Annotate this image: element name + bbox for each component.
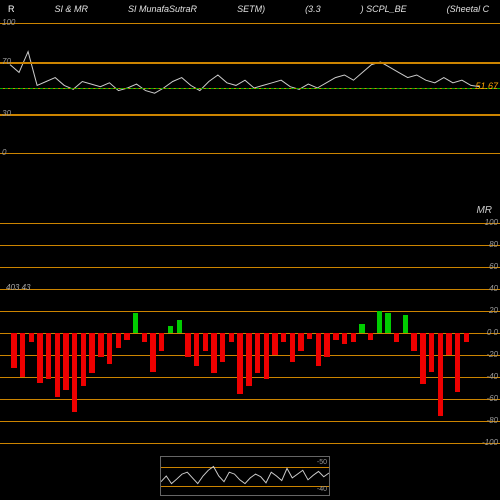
bar bbox=[167, 223, 175, 443]
bar bbox=[436, 223, 444, 443]
bar bbox=[88, 223, 96, 443]
bar bbox=[149, 223, 157, 443]
header-item: SETM) bbox=[237, 4, 265, 14]
header-item: SI MunafaSutraR bbox=[128, 4, 197, 14]
bar bbox=[463, 223, 471, 443]
bar bbox=[419, 223, 427, 443]
rsi-current-value: 51.67 bbox=[475, 81, 498, 91]
mini-line-chart bbox=[161, 457, 329, 495]
mr-panel: MR -100-80-60-40-200 020406080100 403.43 bbox=[0, 223, 500, 443]
bar bbox=[358, 223, 366, 443]
bar bbox=[393, 223, 401, 443]
bar bbox=[45, 223, 53, 443]
axis-tick-label: 0 bbox=[2, 148, 6, 157]
header-item: (Sheetal C bbox=[447, 4, 490, 14]
bar bbox=[219, 223, 227, 443]
bar bbox=[289, 223, 297, 443]
axis-tick-label: -100 bbox=[482, 438, 498, 447]
bar bbox=[201, 223, 209, 443]
header-item: ) SCPL_BE bbox=[361, 4, 407, 14]
bar bbox=[306, 223, 314, 443]
bar bbox=[376, 223, 384, 443]
bar bbox=[27, 223, 35, 443]
bar bbox=[132, 223, 140, 443]
axis-tick-label: -20 bbox=[486, 350, 498, 359]
mr-label: MR bbox=[476, 205, 492, 216]
axis-tick-label: -80 bbox=[486, 416, 498, 425]
bar bbox=[384, 223, 392, 443]
bar bbox=[445, 223, 453, 443]
axis-tick-label: 30 bbox=[2, 109, 11, 118]
bar bbox=[193, 223, 201, 443]
bar bbox=[71, 223, 79, 443]
axis-tick-label: -60 bbox=[486, 394, 498, 403]
bar bbox=[262, 223, 270, 443]
bar bbox=[428, 223, 436, 443]
bar bbox=[297, 223, 305, 443]
bar bbox=[175, 223, 183, 443]
bar bbox=[97, 223, 105, 443]
axis-tick-label: 80 bbox=[489, 240, 498, 249]
axis-tick-label: 40 bbox=[489, 284, 498, 293]
axis-tick-label: 100 bbox=[485, 218, 498, 227]
axis-tick-label: 20 bbox=[489, 306, 498, 315]
axis-tick-label: 100 bbox=[2, 18, 15, 27]
bar bbox=[158, 223, 166, 443]
bar bbox=[62, 223, 70, 443]
bar bbox=[228, 223, 236, 443]
mini-chart: -50 -40 bbox=[160, 456, 330, 496]
header-item: R bbox=[8, 4, 15, 14]
bar bbox=[36, 223, 44, 443]
rsi-panel: 03070100 51.67 bbox=[0, 23, 500, 153]
bar bbox=[410, 223, 418, 443]
bar bbox=[54, 223, 62, 443]
bar bbox=[367, 223, 375, 443]
bar bbox=[332, 223, 340, 443]
bar bbox=[349, 223, 357, 443]
bar bbox=[114, 223, 122, 443]
axis-tick-label: 70 bbox=[2, 57, 11, 66]
bar bbox=[402, 223, 410, 443]
axis-tick-label: -40 bbox=[486, 372, 498, 381]
axis-tick-label: 0 0 bbox=[487, 328, 498, 337]
bar bbox=[123, 223, 131, 443]
bar bbox=[271, 223, 279, 443]
bar bbox=[184, 223, 192, 443]
bar bbox=[341, 223, 349, 443]
header-item: SI & MR bbox=[55, 4, 89, 14]
header-item: (3.3 bbox=[305, 4, 321, 14]
bar bbox=[323, 223, 331, 443]
bar bbox=[454, 223, 462, 443]
bar bbox=[19, 223, 27, 443]
bar bbox=[245, 223, 253, 443]
bar bbox=[315, 223, 323, 443]
chart-header: R SI & MR SI MunafaSutraR SETM) (3.3 ) S… bbox=[0, 0, 500, 18]
bar bbox=[236, 223, 244, 443]
bar bbox=[280, 223, 288, 443]
axis-tick-label: 60 bbox=[489, 262, 498, 271]
bar bbox=[80, 223, 88, 443]
bar bbox=[210, 223, 218, 443]
bar bbox=[106, 223, 114, 443]
bar bbox=[254, 223, 262, 443]
bar-container bbox=[10, 223, 470, 443]
bar bbox=[141, 223, 149, 443]
gap-area bbox=[0, 153, 500, 223]
bar bbox=[10, 223, 18, 443]
